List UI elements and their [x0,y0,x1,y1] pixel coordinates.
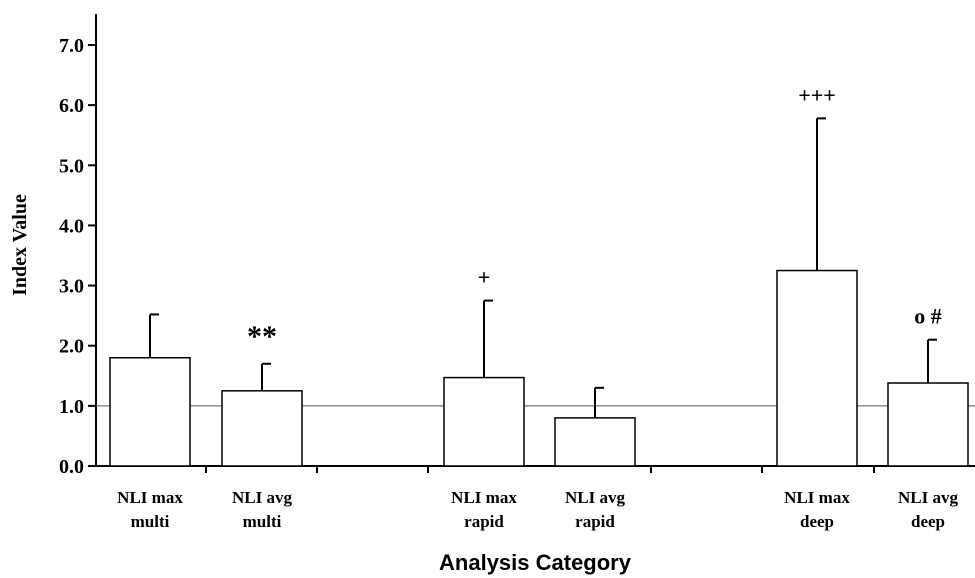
bar [443,376,525,467]
bar [776,269,858,467]
x-tick-label-line1: NLI max [117,488,183,507]
x-tick-label-line1: NLI avg [898,488,958,507]
y-axis-title: Index Value [9,194,31,296]
bar [554,417,636,467]
y-tick-label: 7.0 [59,35,84,57]
significance-annotation: + [478,265,491,290]
x-axis-title: Analysis Category [439,550,632,575]
x-axis-labels: NLI max multi NLI avg multi NLI max rapid NLI … [117,488,958,531]
x-tick-label-line2: deep [911,512,945,531]
x-tick-label-line2: deep [800,512,834,531]
y-tick-label: 0.0 [59,456,84,478]
x-tick-label-line2: multi [243,512,282,531]
x-tick-label-line2: rapid [575,512,615,531]
x-tick-label-line1: NLI avg [232,488,292,507]
y-tick-label: 1.0 [59,396,84,418]
x-tick-label-line2: rapid [464,512,504,531]
significance-annotation: ** [247,320,277,353]
y-tick-label: 5.0 [59,155,84,177]
x-tick-label-line1: NLI max [784,488,850,507]
y-tick-label: 6.0 [59,95,84,117]
significance-annotation: o # [914,304,942,329]
y-tick-label: 4.0 [59,215,84,237]
y-axis-ticks: 0.0 1.0 2.0 3.0 4.0 5.0 6.0 7.0 [59,35,96,478]
x-tick-label-line1: NLI avg [565,488,625,507]
x-tick-label-line1: NLI max [451,488,517,507]
y-tick-label: 2.0 [59,336,84,358]
bar [887,382,969,467]
bar [221,390,303,467]
y-tick-label: 3.0 [59,276,84,298]
bars: **++++o # [109,82,969,467]
significance-annotation: +++ [798,82,836,107]
bar [109,356,191,467]
x-tick-label-line2: multi [131,512,170,531]
